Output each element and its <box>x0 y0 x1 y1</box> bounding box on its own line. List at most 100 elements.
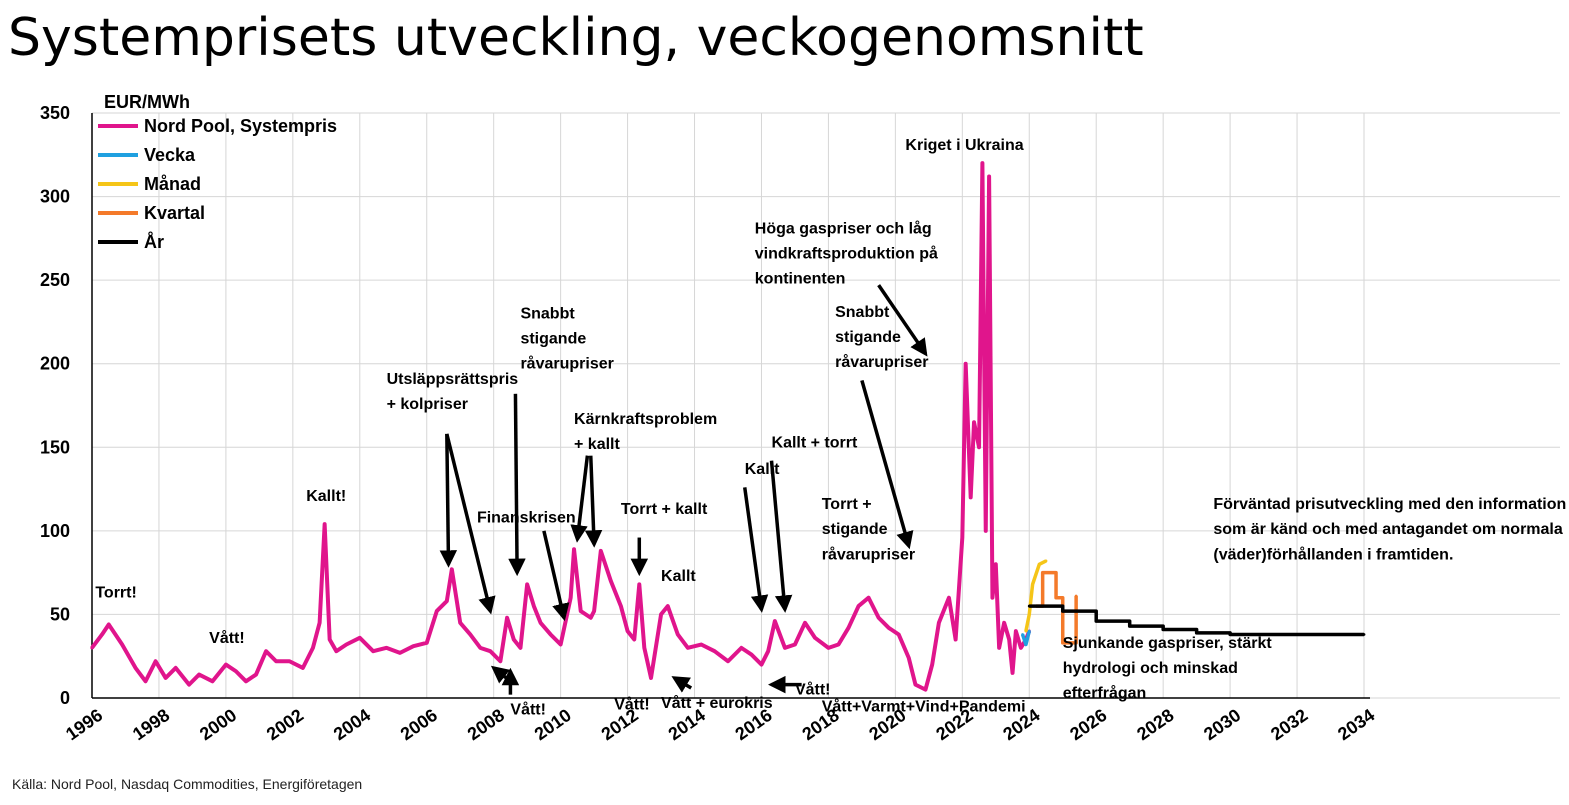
annotation-label: Vått! <box>795 681 831 699</box>
data-point <box>1014 629 1018 633</box>
data-point <box>637 582 641 586</box>
data-point <box>1031 582 1035 586</box>
data-point <box>1295 633 1299 636</box>
data-point <box>107 622 111 627</box>
data-point <box>318 621 322 625</box>
data-point <box>254 673 258 677</box>
data-point <box>1007 637 1011 642</box>
annotation-label: Utsläppsrättspris <box>387 371 519 388</box>
series-line-4 <box>1029 604 1364 637</box>
data-point <box>625 629 630 633</box>
annotation-label: stigande <box>822 521 888 538</box>
annotation-label: Vått! <box>209 629 245 647</box>
annotation-label: Kallt <box>661 568 696 585</box>
annotation-label: vindkraftsproduktion på <box>755 244 938 262</box>
data-point <box>1027 629 1031 633</box>
annotation-label: Vått + eurokris <box>661 694 773 712</box>
data-point <box>187 683 191 687</box>
data-point <box>907 656 911 660</box>
data-point <box>1027 613 1031 616</box>
data-point <box>1024 629 1028 633</box>
annotation-label: Vått! <box>510 701 546 719</box>
data-point <box>726 659 730 663</box>
series-line-0 <box>90 161 1032 692</box>
data-point <box>384 646 389 650</box>
data-point <box>686 646 690 650</box>
legend-entry: Kvartal <box>144 203 205 223</box>
data-point <box>274 659 278 663</box>
data-point <box>749 652 754 657</box>
y-tick-label: 0 <box>60 688 70 708</box>
chart-legend: EUR/MWh Nord Pool, Systempris Vecka Månad Kv… <box>98 92 337 252</box>
x-tick-label: 2034 <box>1334 705 1378 744</box>
data-point <box>1010 671 1015 675</box>
data-point <box>1047 571 1051 575</box>
data-point <box>498 659 502 663</box>
data-point <box>642 646 646 650</box>
data-point <box>532 604 536 608</box>
annotation-label: Vått+Varmt+Vind+Pandemi <box>822 697 1026 715</box>
data-point <box>287 659 292 663</box>
data-point <box>1228 633 1232 636</box>
data-point <box>836 642 841 647</box>
x-tick-label: 2002 <box>263 705 307 744</box>
data-point <box>301 666 305 670</box>
data-point <box>445 599 449 603</box>
data-point <box>977 445 981 449</box>
annotation-label: stigande <box>520 331 586 348</box>
data-point <box>826 646 831 650</box>
annotation-label: + kolpriser <box>387 396 468 413</box>
data-point <box>1054 596 1058 600</box>
data-point <box>197 673 201 677</box>
data-point <box>846 626 851 630</box>
x-tick-label: 2008 <box>464 705 508 744</box>
data-point <box>344 642 348 647</box>
annotation-label: Höga gaspriser och låg <box>755 219 932 237</box>
annotation-label: råvarupriser <box>822 545 915 563</box>
data-point <box>713 649 717 653</box>
data-point <box>937 621 941 625</box>
data-point <box>783 646 787 650</box>
data-point <box>538 621 543 625</box>
data-point <box>1074 594 1078 598</box>
x-tick-label: 2030 <box>1200 705 1244 744</box>
y-tick-label: 150 <box>40 437 70 457</box>
data-point <box>311 646 315 650</box>
annotation-arrow <box>769 460 793 613</box>
annotation-label: Kallt! <box>306 488 346 505</box>
data-point <box>224 662 228 667</box>
data-point <box>1041 571 1045 575</box>
annotation-label: (väder)förhållanden i framtiden. <box>1213 545 1453 563</box>
data-point <box>699 642 703 647</box>
data-point <box>154 659 158 663</box>
data-point <box>980 161 985 165</box>
x-tick-label: 2028 <box>1133 705 1177 744</box>
annotation-label: som är känd och med antagandet om normal… <box>1213 521 1563 538</box>
y-tick-label: 50 <box>50 604 70 624</box>
data-point <box>1329 633 1332 636</box>
data-point <box>592 609 596 613</box>
data-point <box>264 649 268 653</box>
data-point <box>174 666 178 670</box>
annotation-label: Kriget i Ukraina <box>905 137 1023 154</box>
data-point <box>569 596 573 600</box>
data-point <box>525 582 529 586</box>
data-point <box>913 683 918 687</box>
data-point <box>328 637 332 642</box>
data-point <box>572 547 576 551</box>
x-tick-label: 2004 <box>330 705 374 744</box>
data-point <box>1024 643 1028 646</box>
data-point <box>987 174 991 179</box>
data-point <box>619 604 623 608</box>
y-axis-unit-label: EUR/MWh <box>104 92 190 112</box>
data-point <box>666 604 670 608</box>
chart-axes: 0 50 100 150 200 250 300 350 1996 1998 2000 2002 200… <box>40 103 1378 744</box>
data-point <box>954 637 958 642</box>
data-point <box>659 612 663 617</box>
data-point <box>244 679 248 683</box>
chart-annotations: Torrt! Vått! Kallt! Utsläppsrättspris + kolp… <box>95 137 1566 719</box>
annotation-arrow <box>542 530 570 622</box>
annotation-label: Kärnkraftsproblem <box>574 411 717 428</box>
data-point <box>856 604 861 608</box>
